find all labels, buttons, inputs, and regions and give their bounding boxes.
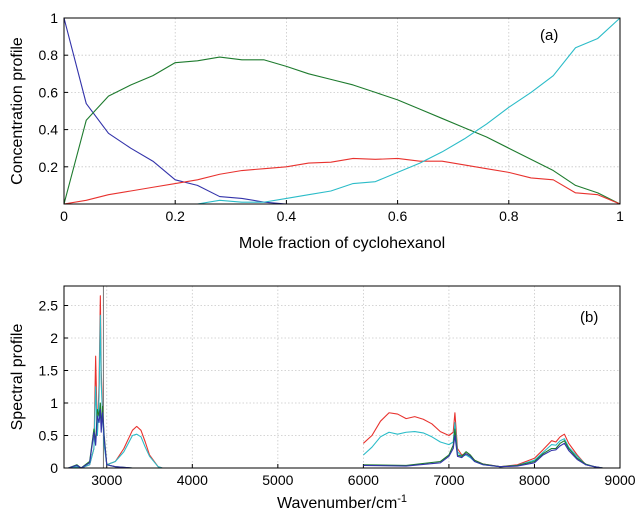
panel-a-grid [63, 17, 621, 204]
panel-a-x-tick-label: 0.4 [277, 208, 297, 224]
panel-a-tag: (a) [540, 27, 558, 44]
panel-a-series-0-line [63, 17, 287, 205]
panel-a-y-tick-label: 0.6 [39, 84, 59, 100]
panel-a-y-tick-label: 1 [50, 10, 58, 26]
panel-b-x-tick-label: 8000 [519, 472, 550, 488]
panel-a-series-3-line [197, 17, 621, 205]
panel-b-frame [63, 285, 621, 469]
panel-b-y-tick-label: 0.5 [39, 428, 59, 444]
panel-a-x-tick-label: 0.2 [165, 208, 185, 224]
panel-a-y-axis-label: Concentration profile [9, 37, 26, 185]
panel-b-x-tick-label: 4000 [177, 472, 208, 488]
panel-a-x-tick-label: 0.8 [499, 208, 519, 224]
panel-b-x-tick-label: 5000 [262, 472, 293, 488]
panel-b-x-tick-label: 6000 [348, 472, 379, 488]
panel-b-x-tick-label: 7000 [433, 472, 464, 488]
panel-a-y-tick-label: 0.2 [39, 159, 59, 175]
panel-b-series-3-line [68, 408, 603, 469]
panel-b-tag: (b) [580, 309, 598, 326]
panel-b-x-tick-label: 3000 [91, 472, 122, 488]
panel-b-grid [64, 286, 621, 469]
panel-b-y-tick-label: 0 [50, 460, 58, 476]
panel-b-y-tick-labels: 0 0.5 1 1.5 2 2.5 [39, 298, 59, 477]
panel-b-y-tick-label: 2 [50, 330, 58, 346]
panel-b-y-tick-label: 1 [50, 395, 58, 411]
panel-b-x-axis-label-superscript: -1 [397, 493, 407, 505]
panel-a-series [63, 17, 621, 205]
panel-a-y-tick-labels: 0.2 0.4 0.6 0.8 1 [39, 10, 59, 175]
panel-b-x-tick-label: 9000 [604, 472, 635, 488]
panel-b-series-0-line [68, 295, 603, 469]
spectral-panel: 3000 4000 5000 6000 7000 8000 9000 0 0.5 1 1.5 2 2.… [9, 285, 636, 512]
panel-b-y-tick-label: 2.5 [39, 298, 59, 314]
panel-a-x-tick-label: 1 [616, 208, 624, 224]
panel-b-x-axis-label: Wavenumber/cm-1 [277, 493, 407, 512]
panel-b-y-axis-label: Spectral profile [9, 324, 26, 431]
panel-a-x-tick-labels: 0 0.2 0.4 0.6 0.8 1 [60, 208, 624, 224]
panel-b-x-tick-labels: 3000 4000 5000 6000 7000 8000 9000 [91, 472, 636, 488]
panel-b-x-axis-label-main: Wavenumber/cm [277, 495, 397, 512]
panel-a-x-tick-label: 0 [60, 208, 68, 224]
panel-a-x-tick-label: 0.6 [388, 208, 408, 224]
panel-a-y-tick-label: 0.8 [39, 47, 59, 63]
concentration-panel: 0 0.2 0.4 0.6 0.8 1 0.2 0.4 0.6 0.8 1 (a) Mole fr… [9, 10, 624, 252]
panel-a-series-1-line [63, 56, 621, 205]
panel-b-y-tick-label: 1.5 [39, 363, 59, 379]
panel-a-x-axis-label: Mole fraction of cyclohexanol [239, 235, 445, 252]
panel-a-y-tick-label: 0.4 [39, 122, 59, 138]
panel-a-series-2-line [63, 157, 621, 205]
panel-a-frame [63, 17, 621, 205]
panel-b-series [68, 295, 603, 469]
